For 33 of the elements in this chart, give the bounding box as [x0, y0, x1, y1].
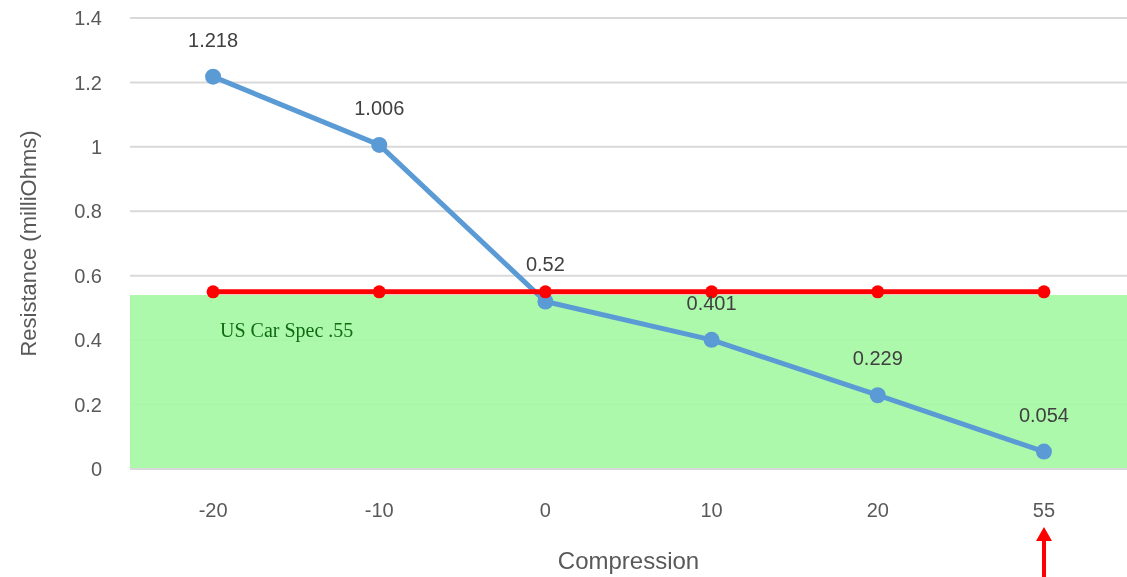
y-tick-label: 0.8	[74, 200, 102, 223]
point	[206, 285, 220, 299]
y-tick-label: 1.4	[74, 7, 102, 30]
y-tick-label: 1	[90, 135, 102, 158]
y-tick-label: 0	[90, 458, 102, 481]
point	[871, 285, 885, 299]
x-tick-label: 0	[539, 499, 551, 522]
y-axis-title: Resistance (milliOhms)	[15, 130, 41, 357]
point	[371, 136, 388, 153]
x-tick-label: -10	[364, 499, 394, 522]
data-label: 0.229	[852, 347, 903, 370]
y-tick-label: 1.2	[74, 71, 102, 94]
x-tick-label: 10	[700, 499, 723, 522]
x-axis-title: Compression	[557, 547, 700, 574]
point	[869, 387, 886, 404]
point	[703, 331, 720, 348]
data-label: 1.218	[188, 28, 239, 51]
y-tick-label: 0.6	[74, 264, 102, 287]
y-tick-label: 0.2	[74, 393, 102, 416]
data-label: 0.054	[1018, 403, 1069, 426]
y-tick-label: 0.4	[74, 329, 102, 352]
data-label: 1.006	[354, 96, 405, 119]
data-label: 0.52	[525, 253, 565, 276]
point	[1035, 443, 1052, 460]
point	[1037, 285, 1051, 299]
point	[372, 285, 386, 299]
data-label: 0.401	[686, 291, 737, 314]
point	[205, 68, 222, 85]
band-label: US Car Spec .55	[220, 319, 354, 343]
x-tick-label: 20	[866, 499, 889, 522]
x-tick-label: 55	[1032, 499, 1056, 522]
x-tick-label: -20	[198, 499, 228, 522]
point	[538, 285, 552, 299]
